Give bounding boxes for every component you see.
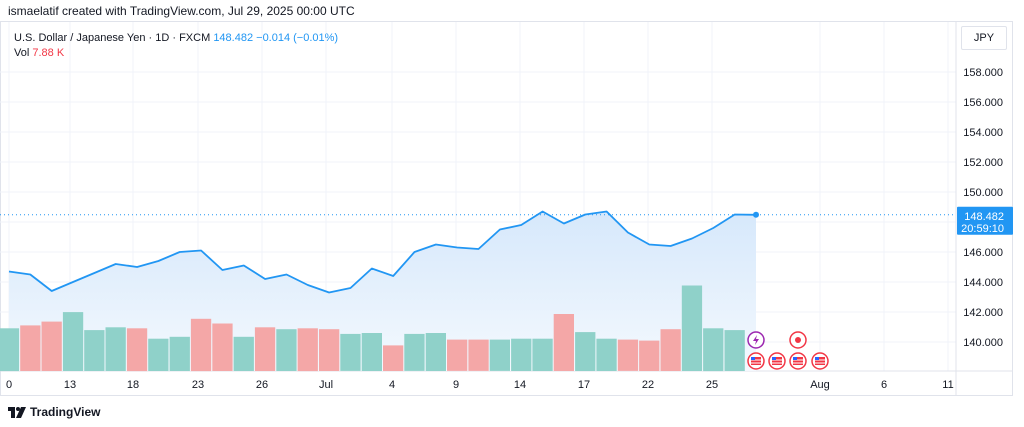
y-tick-label: 140.000 [963, 337, 1003, 349]
chart-caption: ismaelatif created with TradingView.com,… [8, 4, 355, 18]
volume-bar[interactable] [404, 333, 425, 371]
x-tick-label: 18 [127, 379, 139, 391]
x-tick-label: 23 [192, 379, 204, 391]
x-tick-label: 0 [6, 379, 12, 391]
x-tick-label: Jul [319, 379, 333, 391]
volume-bar[interactable] [190, 318, 212, 372]
volume-bar[interactable] [681, 285, 703, 372]
volume-bar[interactable] [532, 338, 553, 371]
volume-bar[interactable] [489, 339, 510, 371]
price-tag-countdown: 20:59:10 [961, 223, 1004, 235]
volume-bar[interactable] [126, 328, 148, 372]
flag-stripes [751, 357, 761, 365]
volume-bar[interactable] [425, 333, 446, 371]
volume-bar[interactable] [62, 312, 84, 371]
symbol-title[interactable]: U.S. Dollar / Japanese Yen · 1D · FXCM [14, 32, 211, 44]
volume-bar[interactable] [0, 328, 20, 372]
y-tick-label: 142.000 [963, 307, 1003, 319]
flag-canton [815, 357, 819, 360]
lightning-glyph [753, 335, 759, 345]
flag-stripes [815, 357, 825, 365]
volume-bar[interactable] [468, 339, 489, 371]
price-line-series[interactable] [8, 210, 757, 294]
volume-bar[interactable] [724, 330, 745, 371]
tradingview-logo-text: TradingView [30, 405, 101, 419]
volume-bar[interactable] [20, 325, 41, 371]
x-tick-label: 9 [453, 379, 459, 391]
tradingview-logo-icon [8, 406, 26, 418]
currency-button[interactable]: JPY [961, 26, 1007, 50]
symbol-legend: U.S. Dollar / Japanese Yen · 1D · FXCM 1… [14, 31, 338, 61]
flag-canton [751, 357, 755, 360]
legend-change: −0.014 (−0.01%) [256, 32, 339, 44]
volume-bar[interactable] [596, 338, 617, 371]
volume-bar[interactable] [383, 345, 404, 371]
volume-bar[interactable] [276, 329, 297, 371]
volume-bar[interactable] [254, 327, 276, 371]
y-tick-label: 154.000 [963, 127, 1003, 139]
volume-bar[interactable] [639, 340, 660, 371]
volume-bar[interactable] [105, 327, 126, 371]
volume-bar[interactable] [447, 339, 468, 371]
x-tick-label: 4 [389, 379, 395, 391]
volume-bar[interactable] [340, 333, 361, 371]
y-tick-label: 146.000 [963, 247, 1003, 259]
volume-bar[interactable] [660, 329, 681, 371]
volume-bar[interactable] [319, 329, 340, 371]
legend-price: 148.482 [213, 32, 254, 44]
y-tick-label: 158.000 [963, 67, 1003, 79]
x-tick-label: 26 [256, 379, 268, 391]
x-tick-label: 22 [642, 379, 654, 391]
x-tick-label: 11 [942, 379, 953, 391]
volume-bar[interactable] [233, 336, 254, 371]
flag-stripes [793, 357, 803, 365]
volume-bar[interactable] [41, 321, 62, 371]
volume-bar[interactable] [84, 330, 105, 371]
y-tick-label: 144.000 [963, 277, 1003, 289]
price-tag-value: 148.482 [964, 211, 1004, 223]
price-tag[interactable] [957, 206, 1013, 235]
volume-bar[interactable] [148, 338, 169, 371]
x-tick-label: 14 [514, 379, 526, 391]
volume-bar[interactable] [575, 332, 596, 371]
volume-bar[interactable] [553, 314, 574, 371]
volume-bar[interactable] [361, 333, 382, 371]
volume-bar[interactable] [169, 336, 190, 371]
volume-bar[interactable] [297, 328, 318, 372]
volume-bar[interactable] [212, 323, 233, 372]
volume-label[interactable]: Vol [14, 47, 30, 59]
volume-bar[interactable] [703, 328, 724, 372]
volume-value: 7.88 K [32, 47, 65, 59]
last-price-dot[interactable] [753, 211, 759, 218]
y-tick-label: 150.000 [963, 187, 1003, 199]
x-tick-label: 13 [64, 379, 76, 391]
x-tick-label: 6 [881, 379, 887, 391]
x-tick-label: 25 [706, 379, 718, 391]
x-tick-label: Aug [810, 379, 830, 391]
volume-bar[interactable] [617, 339, 639, 371]
flag-canton [793, 357, 797, 360]
x-tick-label: 17 [578, 379, 590, 391]
y-tick-label: 152.000 [963, 157, 1003, 169]
flag-stripes [772, 357, 782, 365]
tradingview-logo[interactable]: TradingView [8, 405, 100, 419]
volume-bar[interactable] [511, 338, 532, 371]
y-tick-label: 156.000 [963, 97, 1003, 109]
record-dot [795, 337, 801, 343]
flag-canton [772, 357, 776, 360]
